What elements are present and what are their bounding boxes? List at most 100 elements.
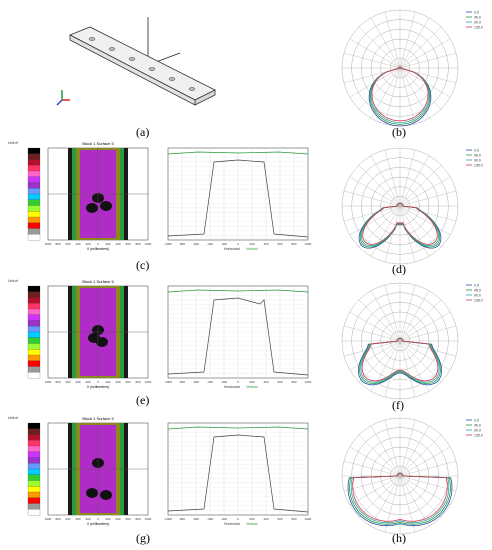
heatmap-x-tick: 200 xyxy=(105,242,110,246)
polar-grid-spoke xyxy=(343,460,401,477)
polar-grid-spoke xyxy=(399,38,451,69)
polar-grid-spoke xyxy=(399,419,416,477)
panel-c-simulation: Unit:nf Block 1 Surface 5 1000 800 600 400 200… xyxy=(6,138,316,253)
heatmap-x-label: X (millimeters) xyxy=(87,247,109,251)
profile-x-tick: 1000 xyxy=(305,380,312,384)
heatmap-x-label: X (millimeters) xyxy=(87,385,109,389)
color-scale-swatch xyxy=(27,165,41,172)
polar-legend-label: 90.0 xyxy=(474,21,481,25)
color-scale-swatch xyxy=(27,193,41,201)
color-scale-swatch xyxy=(27,170,41,178)
panel-d-polar: 0.0 45.0 90.0 135.0 xyxy=(330,140,490,268)
polar-grid-spoke xyxy=(399,340,457,357)
polar-grid-spoke xyxy=(358,26,401,69)
polar-grid-spoke xyxy=(399,190,457,207)
color-scale-swatch xyxy=(27,468,41,476)
profile-legend-label: Horizontal xyxy=(224,522,240,526)
profile-legend-label: Vertical xyxy=(246,247,258,251)
heatmap-x-tick: 1000 xyxy=(145,517,152,521)
profile-x-tick: -800 xyxy=(179,242,185,246)
caption-d: (d) xyxy=(392,262,406,276)
caption-a: (a) xyxy=(136,125,150,139)
polar-grid-spoke xyxy=(358,340,401,383)
polar-grid-spoke xyxy=(399,205,457,222)
polar-series-curve xyxy=(361,338,439,382)
polar-grid-spoke xyxy=(399,425,430,477)
heatmap-x-label: X (millimeters) xyxy=(87,522,109,526)
polar-series-curve xyxy=(352,473,448,522)
panel-g-simulation: Unit:nf Block 1 Surface 5 1000 800 600 400 200… xyxy=(6,413,316,528)
profile-horizontal-curve xyxy=(167,159,309,238)
caption-h: (h) xyxy=(392,531,406,545)
color-scale-swatch xyxy=(27,463,41,470)
polar-grid-spoke xyxy=(399,475,451,506)
profile-legend-label: Horizontal xyxy=(224,247,240,251)
polar-grid-spoke xyxy=(343,190,401,207)
polar-grid-spoke xyxy=(343,205,401,222)
color-scale-swatch xyxy=(27,503,41,510)
heatmap-x-tick: 400 xyxy=(75,517,80,521)
polar-grid-spoke xyxy=(399,164,442,207)
polar-grid-spoke xyxy=(399,475,457,492)
heatmap-x-tick: 400 xyxy=(75,242,80,246)
profile-vertical-curve xyxy=(167,289,309,293)
polar-legend-label: 45.0 xyxy=(474,289,481,293)
profile-legend-label: Vertical xyxy=(246,522,258,526)
color-scale-swatch xyxy=(27,445,41,453)
color-scale-swatch xyxy=(27,182,41,189)
color-scale-swatch xyxy=(27,205,41,212)
polar-grid-spoke xyxy=(399,446,451,477)
profile-x-tick: -600 xyxy=(193,517,199,521)
heatmap-x-tick: 1000 xyxy=(45,380,52,384)
profile-x-tick: 800 xyxy=(291,242,296,246)
color-scale-swatch xyxy=(27,314,41,321)
heatmap-x-tick: 800 xyxy=(55,380,60,384)
color-scale-swatch xyxy=(27,457,41,464)
profile-vertical-curve xyxy=(167,426,309,430)
profile-x-tick: 600 xyxy=(277,242,282,246)
heatmap-x-tick: 800 xyxy=(135,242,140,246)
color-scale-swatch xyxy=(27,509,41,516)
profile-x-tick: 400 xyxy=(263,242,268,246)
polar-grid-spoke xyxy=(384,149,401,207)
heatmap-x-tick: 0 xyxy=(97,242,99,246)
polar-grid-spoke xyxy=(370,17,401,69)
polar-grid-spoke xyxy=(349,340,401,371)
heatmap-dark-spot xyxy=(100,201,112,211)
profile-x-tick: -200 xyxy=(221,242,227,246)
profile-x-tick: 0 xyxy=(237,517,239,521)
polar-grid-spoke xyxy=(399,176,451,207)
heatmap-x-tick: 600 xyxy=(65,517,70,521)
profile-x-tick: 0 xyxy=(237,242,239,246)
profile-x-tick: -200 xyxy=(221,517,227,521)
heatmap-title: Block 1 Surface 5 xyxy=(82,279,114,284)
polar-legend-label: 45.0 xyxy=(474,424,481,428)
heatmap-x-tick: 600 xyxy=(125,517,130,521)
color-scale-swatch xyxy=(27,451,41,458)
color-scale-swatch xyxy=(27,343,41,350)
polar-grid-spoke xyxy=(399,26,442,69)
polar-grid-spoke xyxy=(343,475,401,492)
panel-b-polar: 0.0 45.0 90.0 135.0 xyxy=(330,2,490,130)
luminaire-3d-drawing xyxy=(56,17,216,106)
color-scale-swatch xyxy=(27,486,41,493)
polar-grid-spoke xyxy=(358,475,401,518)
profile-x-tick: 1000 xyxy=(305,517,312,521)
color-scale-swatch xyxy=(27,320,41,327)
panel-a-3d-model xyxy=(50,5,230,115)
panel-f-polar: 0.0 45.0 90.0 135.0 xyxy=(330,275,490,403)
color-scale-swatch xyxy=(27,422,41,430)
polar-grid-spoke xyxy=(370,425,401,477)
color-scale-swatch xyxy=(27,428,41,435)
polar-legend-label: 135.0 xyxy=(474,164,483,168)
heatmap-title: Block 1 Surface 5 xyxy=(82,141,114,146)
color-scale-swatch xyxy=(27,326,41,333)
color-scale-swatch xyxy=(27,291,41,298)
color-scale-swatch xyxy=(27,222,41,229)
color-scale-swatch xyxy=(27,491,41,499)
color-scale-swatch xyxy=(27,480,41,487)
